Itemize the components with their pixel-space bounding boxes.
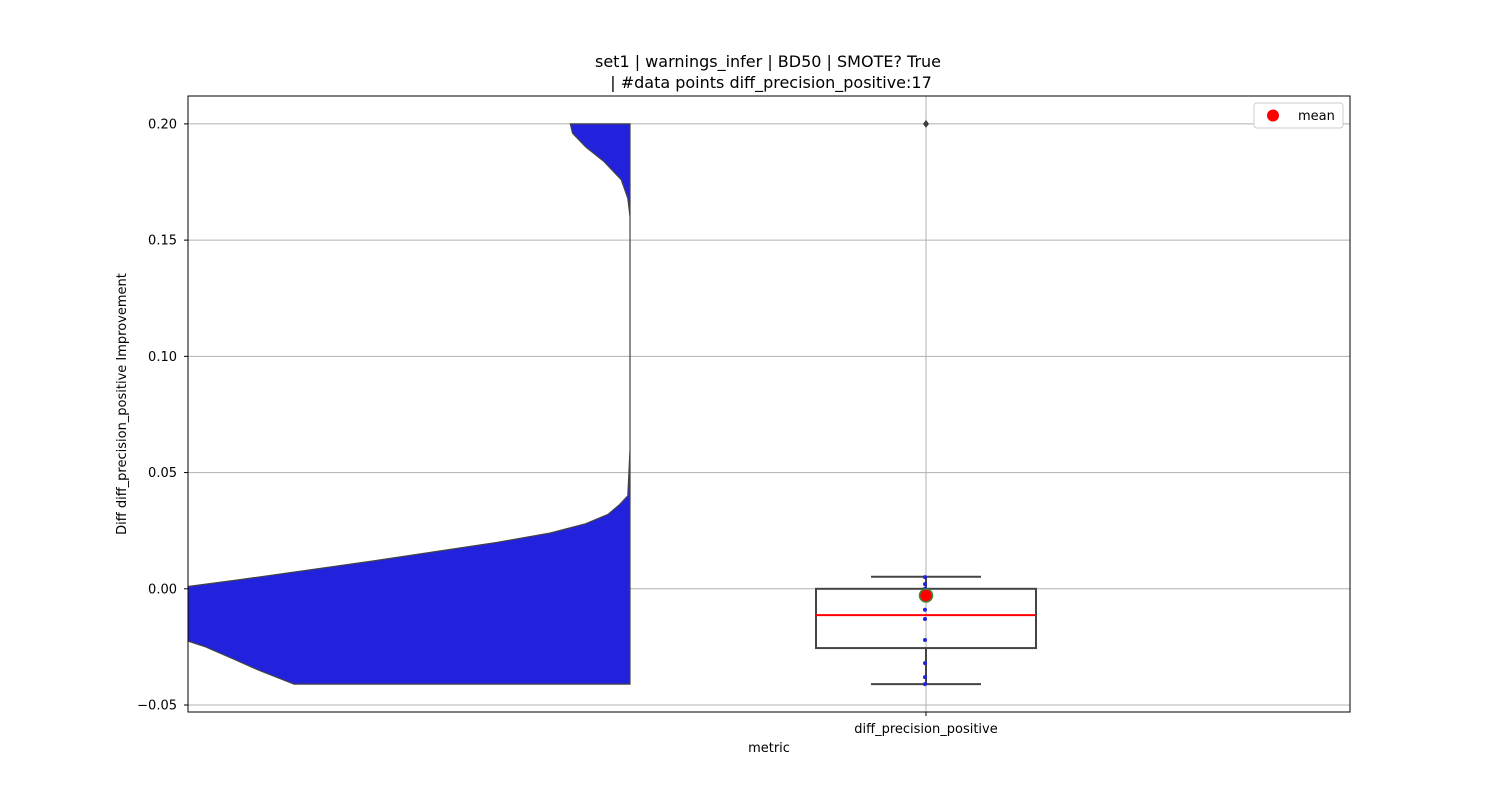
legend: mean [1253, 102, 1344, 129]
data-point-7 [923, 661, 927, 666]
y-tick-label-5: 0.20 [148, 117, 177, 132]
outlier-0 [923, 119, 929, 128]
data-point-8 [923, 675, 927, 680]
y-tick-label-2: 0.05 [148, 466, 177, 481]
y-tick-label-3: 0.10 [148, 350, 177, 365]
y-axis-label: Diff diff_precision_positive Improvement [115, 273, 130, 535]
mean-marker [918, 588, 934, 603]
x-axis-label: metric [748, 741, 790, 756]
legend-frame [1253, 102, 1344, 129]
data-point-4 [923, 607, 927, 612]
data-point-9 [923, 682, 927, 687]
chart-title-line1: set1 | warnings_infer | BD50 | SMOTE? Tr… [595, 52, 941, 72]
data-point-1 [923, 582, 927, 587]
legend-mean-label: mean [1298, 109, 1335, 124]
data-point-0 [923, 575, 927, 580]
x-tick-label-0: diff_precision_positive [854, 722, 997, 737]
violin-body [188, 123, 631, 685]
plot-frame [187, 95, 1351, 713]
legend-mean-marker [1267, 109, 1279, 122]
chart-title-line2: | #data points diff_precision_positive:1… [610, 73, 932, 93]
violin-layer [188, 123, 631, 685]
y-tick-label-1: 0.00 [148, 582, 177, 597]
y-tick-label-0: −0.05 [137, 699, 177, 714]
data-point-5 [923, 617, 927, 622]
data-point-6 [923, 637, 927, 642]
y-tick-label-4: 0.15 [148, 234, 177, 249]
box-layer [815, 119, 1037, 687]
ticks: −0.05 0.00 0.05 0.10 0.15 0.20 diff_precision_… [137, 117, 998, 737]
